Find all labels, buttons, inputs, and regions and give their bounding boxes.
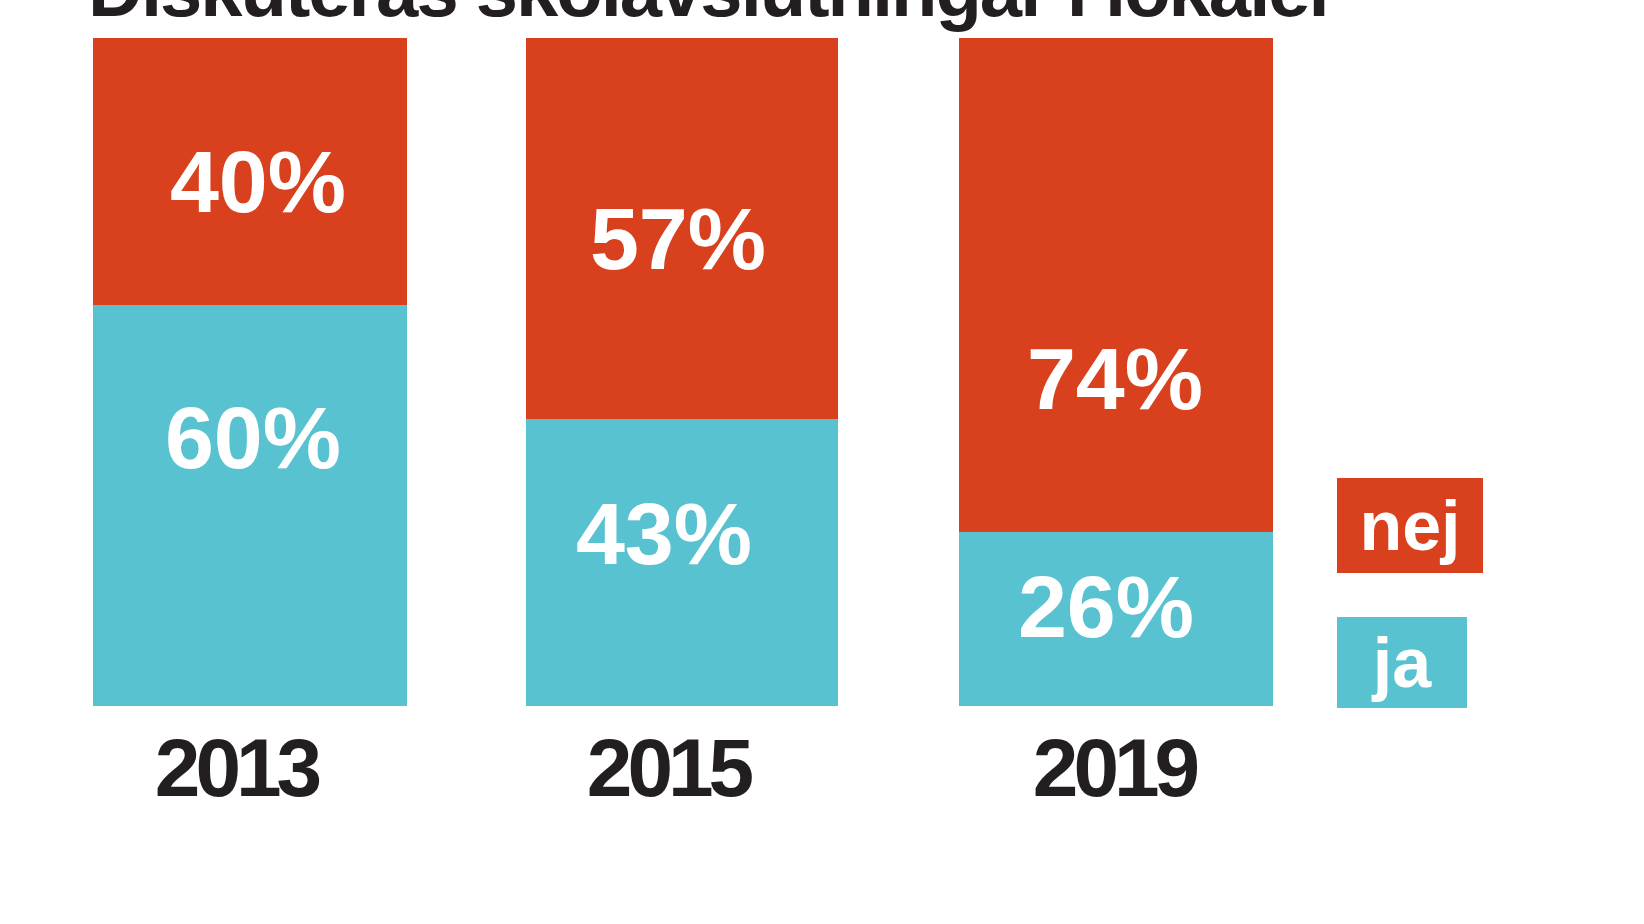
bar-2015-segment-ja: 43%: [526, 419, 838, 706]
bar-2013-segment-ja: 60%: [93, 305, 407, 706]
bar-2015: 57% 43%: [526, 38, 838, 706]
value-label-2015-nej: 57%: [590, 188, 766, 290]
bar-2019: 74% 26%: [959, 38, 1273, 706]
axis-label-2015: 2015: [587, 721, 749, 815]
legend-item-nej: nej: [1337, 478, 1483, 573]
legend-item-ja: ja: [1337, 617, 1467, 708]
bar-2013-segment-nej: 40%: [93, 38, 407, 305]
legend-label-ja: ja: [1373, 623, 1431, 703]
chart-canvas: Diskuteras skolavslutningar i lokaler 40…: [0, 0, 1644, 924]
bar-2019-segment-nej: 74%: [959, 38, 1273, 532]
axis-label-2013: 2013: [155, 721, 317, 815]
value-label-2015-ja: 43%: [576, 483, 752, 585]
bar-2015-segment-nej: 57%: [526, 38, 838, 419]
value-label-2019-ja: 26%: [1018, 556, 1194, 658]
legend-label-nej: nej: [1359, 486, 1460, 566]
value-label-2013-ja: 60%: [165, 387, 341, 489]
value-label-2013-nej: 40%: [170, 131, 346, 233]
bar-2019-segment-ja: 26%: [959, 532, 1273, 706]
value-label-2019-nej: 74%: [1027, 328, 1203, 430]
bar-2013: 40% 60%: [93, 38, 407, 706]
axis-label-2019: 2019: [1033, 721, 1195, 815]
chart-title: Diskuteras skolavslutningar i lokaler: [88, 0, 1336, 28]
